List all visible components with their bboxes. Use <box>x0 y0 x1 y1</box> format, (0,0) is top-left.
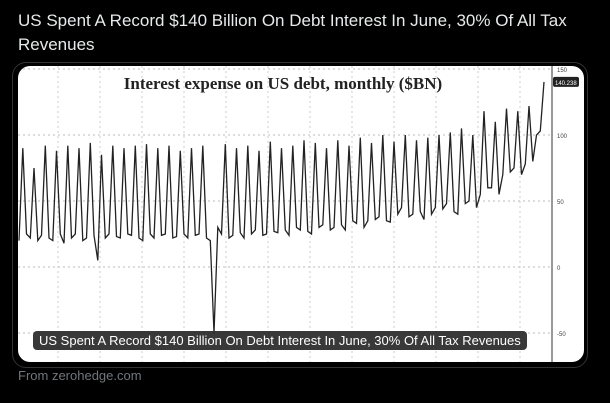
series-line <box>18 81 545 334</box>
link-card[interactable]: -50 0 50 100 150 140.238 Interest expense on … <box>12 62 588 368</box>
card-source[interactable]: From zerohedge.com <box>18 368 142 383</box>
y-tick-label: 50 <box>557 200 564 206</box>
y-tick-label: 0 <box>557 266 561 272</box>
chart-title: Interest expense on US debt, monthly ($B… <box>123 74 443 93</box>
chart-image: -50 0 50 100 150 140.238 Interest expense on … <box>18 66 584 362</box>
y-tick-label: -50 <box>557 332 566 338</box>
line-chart: -50 0 50 100 150 140.238 <box>18 66 579 362</box>
post-title: US Spent A Record $140 Billion On Debt I… <box>18 11 567 54</box>
last-value-badge <box>553 76 579 87</box>
card-caption: US Spent A Record $140 Billion On Debt I… <box>33 331 527 350</box>
y-tick-label: 100 <box>557 134 568 140</box>
last-value-label: 140.238 <box>555 81 577 87</box>
y-tick-label: 150 <box>557 68 568 74</box>
